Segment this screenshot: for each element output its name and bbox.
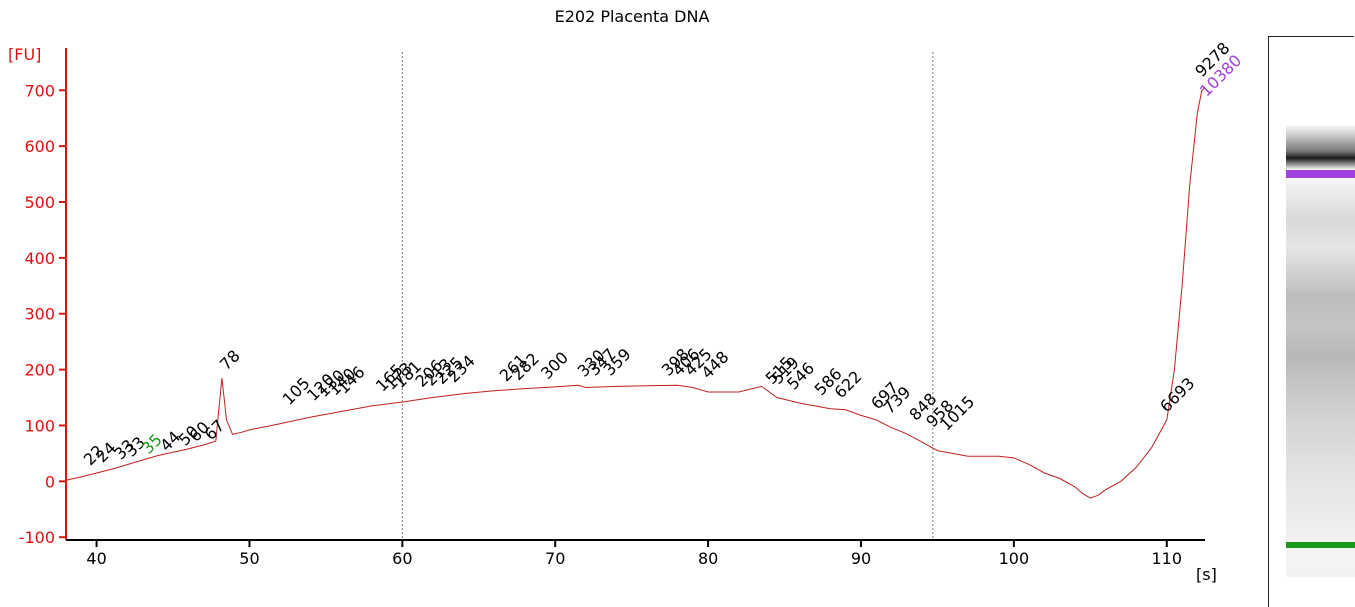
x-tick-label: 50 bbox=[239, 549, 259, 568]
axes bbox=[65, 48, 1205, 541]
gel-upper-marker-band bbox=[1286, 170, 1355, 178]
series-line bbox=[65, 87, 1206, 499]
y-axis-label: [FU] bbox=[8, 45, 41, 64]
x-tick-label: 60 bbox=[392, 549, 412, 568]
peak-label: 67 bbox=[201, 416, 229, 444]
y-tick-label: 300 bbox=[24, 305, 55, 324]
y-tick-label: 200 bbox=[24, 361, 55, 380]
gridlines bbox=[401, 52, 934, 540]
x-tick-label: 100 bbox=[999, 549, 1030, 568]
gel-image-panel bbox=[1268, 36, 1355, 607]
peak-label: 78 bbox=[216, 346, 244, 374]
y-tick-label: 100 bbox=[24, 416, 55, 435]
peak-label: 300 bbox=[537, 348, 572, 383]
x-tick-label: 90 bbox=[851, 549, 871, 568]
y-tick-label: 500 bbox=[24, 193, 55, 212]
x-tick-label: 70 bbox=[545, 549, 565, 568]
chart-title: E202 Placenta DNA bbox=[555, 7, 710, 26]
x-tick-label: 80 bbox=[698, 549, 718, 568]
x-axis-label: [s] bbox=[1196, 565, 1217, 584]
gel-lower-marker-band bbox=[1286, 542, 1355, 548]
y-tick-label: 400 bbox=[24, 249, 55, 268]
y-tick-label: -100 bbox=[19, 528, 55, 547]
y-tick-label: 700 bbox=[24, 81, 55, 100]
x-ticks: 40 50 60 70 80 90 100 110 bbox=[86, 540, 1182, 568]
y-tick-label: 600 bbox=[24, 137, 55, 156]
electropherogram-chart: E202 Placenta DNA [FU] [s] -100 0 100 200 30… bbox=[8, 7, 1245, 584]
gel-lane bbox=[1286, 126, 1355, 577]
plot-area bbox=[65, 87, 1206, 499]
peak-label: 6693 bbox=[1156, 374, 1198, 416]
y-tick-label: 0 bbox=[45, 472, 55, 491]
x-tick-label: 110 bbox=[1152, 549, 1183, 568]
y-ticks: -100 0 100 200 300 400 500 600 700 bbox=[19, 81, 66, 547]
x-tick-label: 40 bbox=[86, 549, 106, 568]
